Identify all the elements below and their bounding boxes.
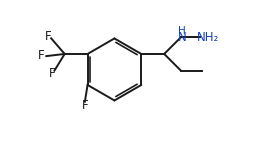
Text: F: F (38, 49, 44, 62)
Text: NH₂: NH₂ (197, 31, 220, 44)
Text: F: F (49, 67, 55, 80)
Text: F: F (82, 99, 88, 112)
Text: H: H (178, 26, 186, 36)
Text: F: F (45, 30, 51, 43)
Text: N: N (178, 31, 186, 44)
